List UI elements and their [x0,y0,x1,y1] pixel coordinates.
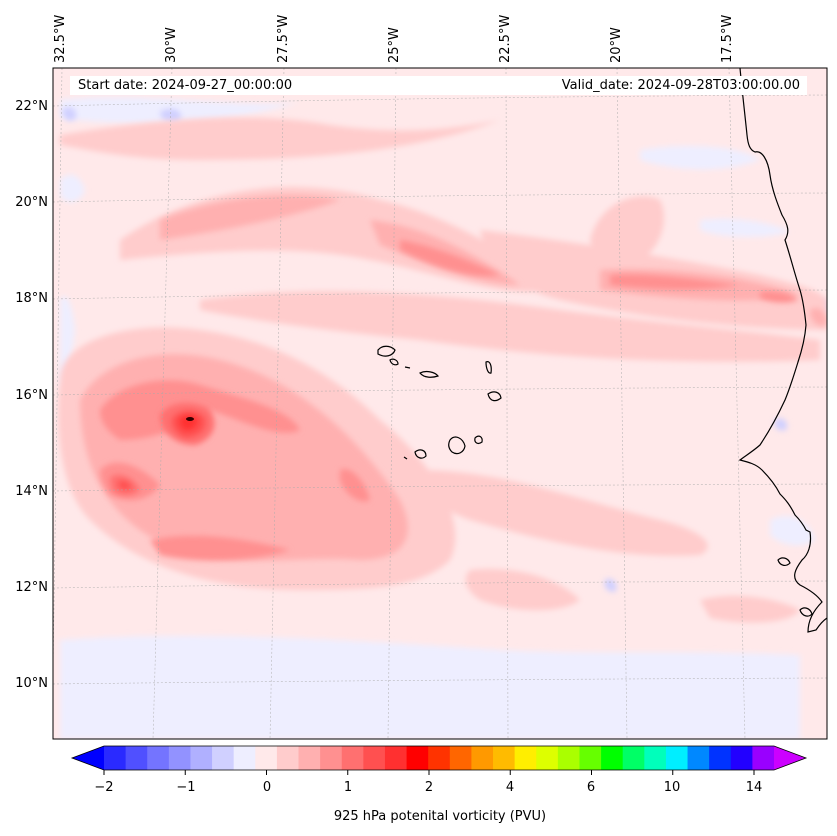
colorbar-cell [557,746,580,770]
colorbar-cell [709,746,732,770]
colorbar-title: 925 hPa potenital vorticity (PVU) [333,809,547,824]
colorbar-cell [233,746,256,770]
colorbar-cell [428,746,451,770]
colorbar-cell [601,746,624,770]
colorbar-tick-label: −2 [94,780,114,795]
coastline [738,68,827,633]
colorbar-cell [255,746,278,770]
colorbar [70,745,808,775]
colorbar-cell [363,746,386,770]
start-date: Start date: 2024-09-27_00:00:00 [78,78,293,93]
valid-date: Valid_date: 2024-09-28T03:00:00.00 [561,78,800,93]
lon-label: 22.5°W [498,14,513,63]
colorbar-tick-label: −1 [176,780,196,795]
colorbar-cell [730,746,753,770]
colorbar-tick-label: 14 [745,780,763,795]
colorbar-cell [104,746,127,770]
lon-label: 17.5°W [720,14,735,63]
colorbar-ticks [103,770,755,775]
colorbar-tick-label: 0 [262,780,272,795]
lat-label: 16°N [15,388,48,403]
colorbar-cell [384,746,408,770]
colorbar-cell [125,746,148,770]
cape-verde-islands [377,345,502,460]
colorbar-tick-label: 4 [505,780,515,795]
colorbar-cell [320,746,343,770]
colorbar-cell [298,746,321,770]
lon-label: 25°W [387,27,402,63]
pv-maximum [186,417,194,421]
lat-label: 12°N [15,580,48,595]
colorbar-cell [406,746,429,770]
colorbar-cell [168,746,191,770]
lon-label: 20°W [609,27,624,63]
colorbar-cell [752,746,775,770]
colorbar-cell [449,746,472,770]
gridlines [53,68,827,739]
lon-label: 32.5°W [53,14,68,63]
header-bar: Start date: 2024-09-27_00:00:00 Valid_da… [70,76,807,95]
colorbar-cell [687,746,710,770]
colorbar-cell [622,746,645,770]
lon-label: 27.5°W [276,14,291,63]
colorbar-tick-label: 2 [424,780,434,795]
lat-label: 10°N [15,676,48,691]
lat-label: 18°N [15,291,48,306]
colorbar-cell [471,746,494,770]
colorbar-tick-label: 10 [663,780,681,795]
colorbar-cell [579,746,602,770]
map-frame [52,67,828,740]
colorbar-right-extension [774,746,806,770]
lat-label: 22°N [15,99,48,114]
colorbar-cell [493,746,516,770]
lat-label: 14°N [15,484,48,499]
lat-label: 20°N [15,195,48,210]
colorbar-cell [536,746,559,770]
colorbar-cell [276,746,300,770]
colorbar-tick-label: 1 [343,780,353,795]
colorbar-left-extension [72,746,104,770]
lon-label: 30°W [164,27,179,63]
colorbar-cells [104,746,775,770]
colorbar-cell [514,746,537,770]
colorbar-cell [341,746,364,770]
colorbar-cell [212,746,235,770]
map-area [53,68,827,739]
colorbar-cell [190,746,213,770]
colorbar-cell [147,746,170,770]
colorbar-cell [665,746,689,770]
colorbar-cell [644,746,667,770]
colorbar-tick-label: 6 [586,780,596,795]
